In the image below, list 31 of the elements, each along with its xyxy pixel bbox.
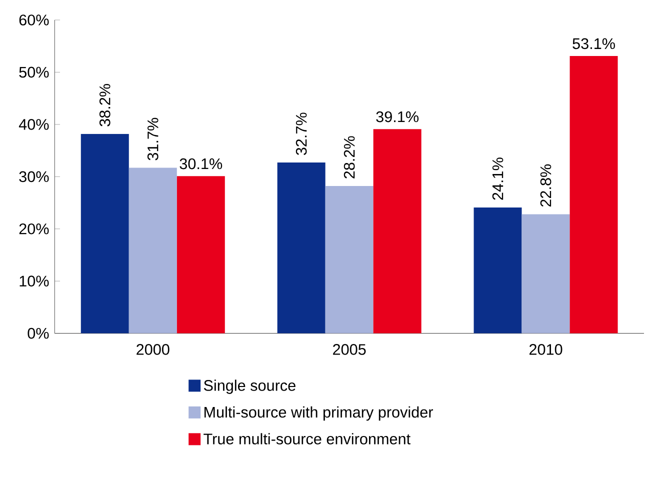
y-tick-label: 0% [28, 328, 49, 339]
bar [570, 56, 618, 334]
data-label: 39.1% [376, 111, 419, 122]
bar [373, 129, 422, 334]
data-label: 24.1% [492, 158, 504, 200]
x-tick-label: 2005 [333, 344, 366, 355]
y-tick-label: 60% [19, 14, 49, 26]
legend-label: Single source [204, 380, 296, 394]
data-label: 53.1% [572, 38, 615, 50]
bar [325, 186, 374, 334]
y-tick-label: 30% [19, 171, 49, 182]
data-label: 32.7% [296, 112, 307, 156]
legend-label: Multi-source with primary provider [204, 406, 434, 421]
bar [176, 176, 225, 334]
data-label: 22.8% [540, 164, 552, 207]
y-tick-label: 20% [19, 223, 49, 234]
data-label: 28.2% [344, 136, 355, 178]
bar [522, 214, 570, 334]
x-tick-label: 2010 [529, 344, 562, 355]
bar [128, 168, 177, 334]
bar [474, 207, 522, 334]
x-tick-label: 2000 [136, 344, 170, 355]
bar [80, 134, 129, 334]
legend-label: True multi-source environment [204, 433, 410, 444]
data-label: 31.7% [147, 118, 158, 160]
data-label: 30.1% [180, 158, 222, 170]
y-tick-label: 10% [20, 276, 49, 287]
data-label: 38.2% [99, 84, 110, 126]
y-tick-label: 50% [19, 66, 49, 78]
y-tick-label: 40% [18, 119, 49, 130]
bar [277, 162, 326, 334]
